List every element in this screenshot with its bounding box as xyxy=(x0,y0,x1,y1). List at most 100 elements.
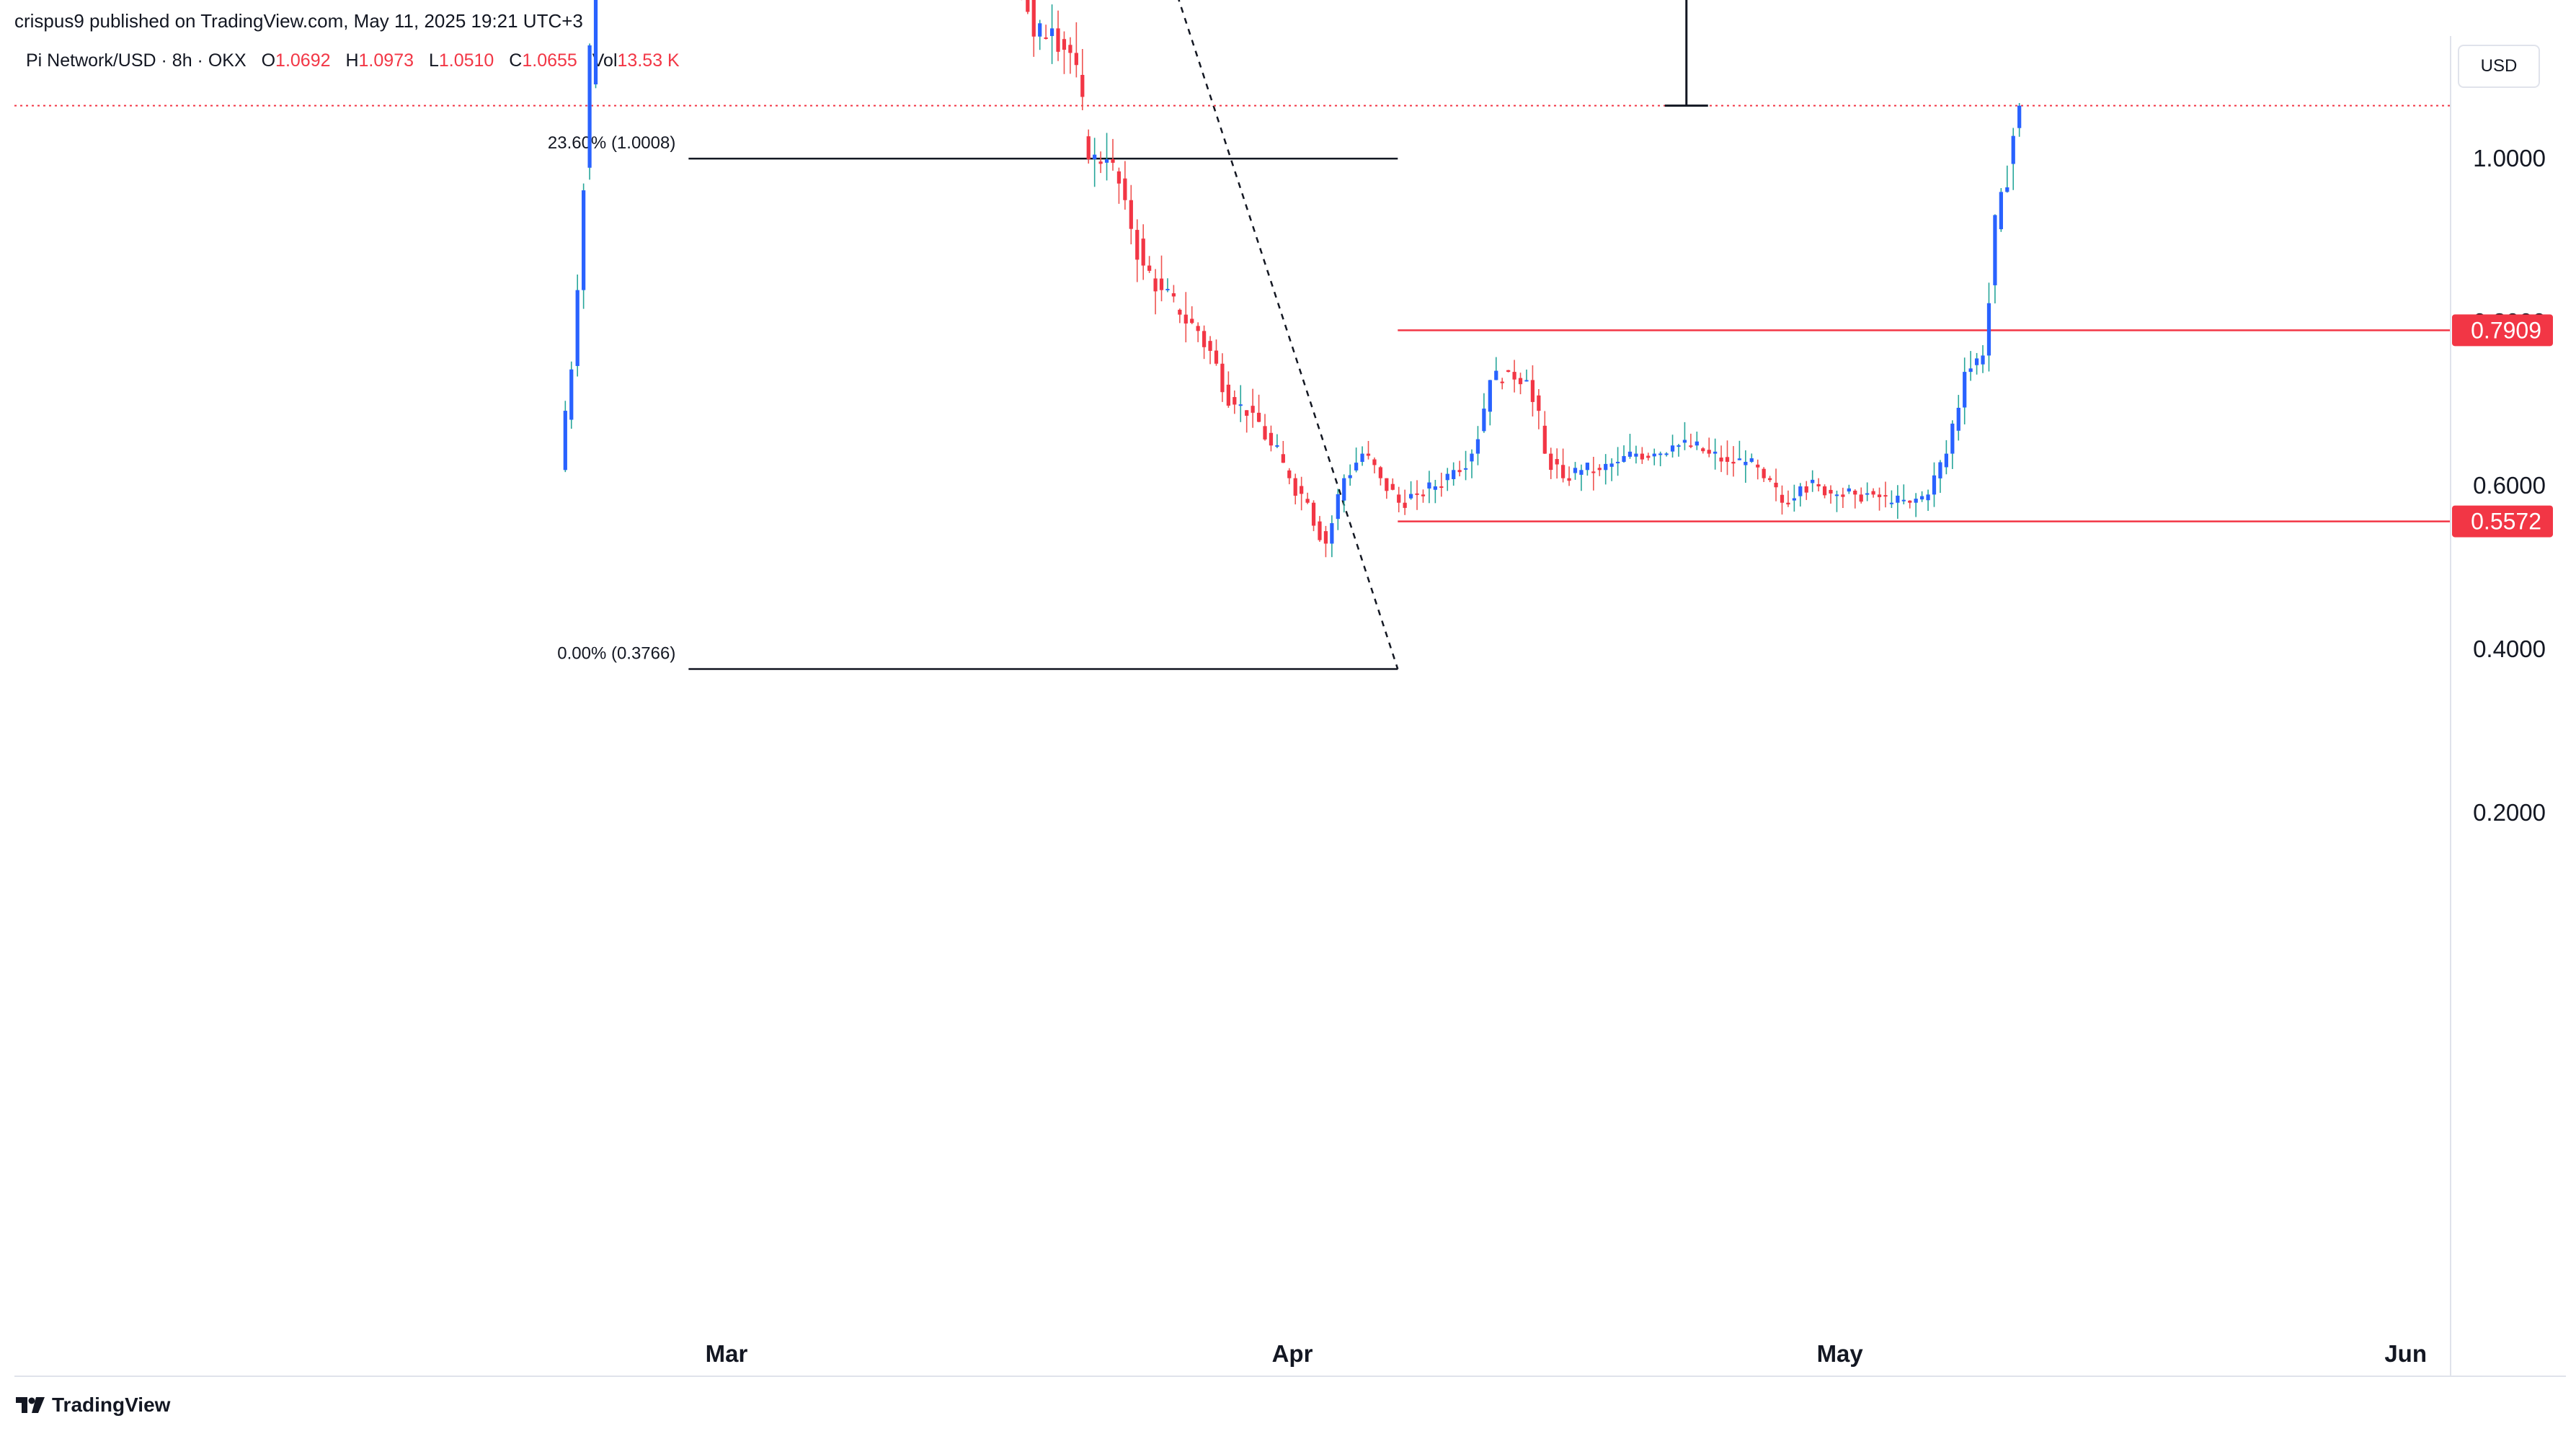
candle-body xyxy=(1031,0,1036,37)
candle-body xyxy=(1159,278,1164,290)
candle-body xyxy=(1129,200,1133,229)
candle-body xyxy=(1883,495,1888,497)
candle-body xyxy=(1342,478,1346,501)
candle-body xyxy=(1999,192,2003,230)
candle-body xyxy=(1749,458,1754,462)
candle-body xyxy=(593,0,598,85)
candle-body xyxy=(1378,467,1383,478)
price-tag-box xyxy=(2452,314,2553,347)
candle-body xyxy=(1506,370,1511,373)
candle-body xyxy=(582,190,586,290)
candle-body xyxy=(1281,454,1285,463)
candle-body xyxy=(1354,463,1359,471)
candle-body xyxy=(1086,136,1091,159)
candle-body xyxy=(1811,479,1815,483)
candle-body xyxy=(1798,486,1803,496)
candle-body xyxy=(1859,494,1863,502)
candle-body xyxy=(1865,493,1870,495)
price-tag-box xyxy=(2452,505,2553,538)
candle-body xyxy=(1263,426,1267,440)
candle-body xyxy=(1780,494,1785,503)
candle-body xyxy=(1427,482,1431,489)
candle-body xyxy=(1719,458,1723,462)
high-value: 1.0973 xyxy=(358,50,414,71)
close-label: C xyxy=(509,50,523,71)
candle-body xyxy=(1208,341,1212,351)
candle-body xyxy=(1062,39,1067,50)
candle-body xyxy=(1196,326,1200,331)
candle-body xyxy=(2011,135,2015,164)
candle-body xyxy=(1597,468,1602,471)
candle-body xyxy=(1360,453,1364,463)
candle-body xyxy=(1056,28,1060,52)
candle-body xyxy=(1190,318,1194,324)
candle-body xyxy=(1804,486,1808,493)
candle-body xyxy=(1421,494,1426,496)
candle-body xyxy=(1701,448,1705,452)
x-tick-label: Apr xyxy=(1272,1340,1313,1367)
candle-body xyxy=(1080,74,1085,97)
candle-body xyxy=(1026,0,1030,12)
candle-body xyxy=(1627,451,1633,457)
candle-body xyxy=(1269,432,1274,446)
candle-body xyxy=(1093,154,1097,159)
candle-body xyxy=(1537,395,1541,411)
candle-body xyxy=(1585,463,1589,471)
candle-body xyxy=(1774,482,1778,488)
candle-body xyxy=(1573,468,1578,473)
candle-body xyxy=(569,369,574,420)
candle-body xyxy=(1038,23,1042,37)
candle-body xyxy=(1567,478,1571,481)
candle-body xyxy=(1494,370,1498,380)
candle-body xyxy=(1713,451,1718,454)
candle-body xyxy=(1463,468,1468,470)
candle-body xyxy=(1475,439,1480,454)
candle-body xyxy=(1829,489,1833,494)
symbol-name[interactable]: Pi Network/USD · 8h · OKX xyxy=(26,50,247,71)
candle-body xyxy=(1275,445,1279,447)
candle-body xyxy=(1877,494,1882,497)
candle-body xyxy=(1841,494,1845,497)
currency-button[interactable]: USD xyxy=(2458,45,2540,88)
candle-body xyxy=(1871,491,1875,495)
publisher-line: crispus9 published on TradingView.com, M… xyxy=(14,10,583,32)
candle-body xyxy=(1737,458,1742,460)
candle-body xyxy=(1555,459,1559,465)
candle-body xyxy=(1470,453,1474,462)
open-label: O xyxy=(261,50,276,71)
candle-body xyxy=(1220,363,1225,393)
candle-body xyxy=(1615,461,1620,463)
candle-body xyxy=(1956,407,1960,431)
candle-body xyxy=(1914,499,1918,503)
candle-body xyxy=(1974,358,1979,365)
candle-body xyxy=(1245,410,1249,416)
candle-body xyxy=(1549,453,1553,471)
candle-body xyxy=(1926,494,1930,501)
candle-body xyxy=(1445,473,1449,481)
tradingview-brand[interactable]: TradingView xyxy=(14,1394,170,1417)
candle-body xyxy=(1792,498,1796,501)
candle-body xyxy=(1366,453,1371,456)
x-tick-label: May xyxy=(1817,1340,1864,1367)
candle-body xyxy=(1433,486,1437,490)
candle-body xyxy=(1104,159,1109,163)
tradingview-wordmark: TradingView xyxy=(52,1394,171,1416)
candle-body xyxy=(1500,381,1504,383)
candle-body xyxy=(1336,494,1340,520)
candle-body xyxy=(1323,531,1328,544)
candle-body xyxy=(1408,494,1413,499)
candle-body xyxy=(1689,445,1693,447)
candle-body xyxy=(1512,372,1516,380)
candle-body xyxy=(1518,378,1523,385)
candle-body xyxy=(1938,462,1942,478)
candle-body xyxy=(1609,463,1614,467)
candle-body xyxy=(1542,425,1547,454)
candle-body xyxy=(1725,457,1730,462)
candle-body xyxy=(1171,293,1176,297)
high-label: H xyxy=(345,50,359,71)
candle-body xyxy=(1348,475,1352,478)
candle-body xyxy=(1889,502,1894,504)
candle-body xyxy=(563,411,567,471)
close-value: 1.0655 xyxy=(522,50,577,71)
